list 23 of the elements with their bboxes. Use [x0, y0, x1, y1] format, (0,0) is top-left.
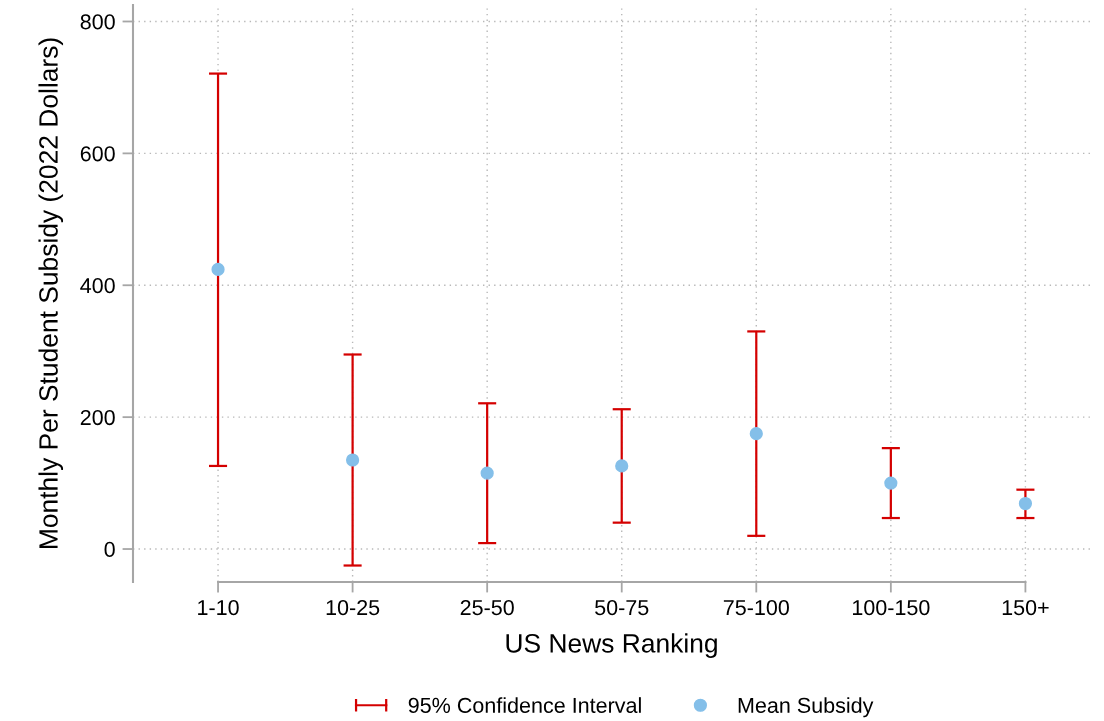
legend-label: Mean Subsidy: [738, 697, 874, 718]
point: [211, 262, 225, 277]
point: [615, 459, 629, 473]
point: [1018, 496, 1033, 511]
point: [884, 476, 898, 490]
y-tick-label: 0: [104, 541, 115, 558]
text: 95% Confidence Interval: [408, 697, 641, 713]
x-axis-title: US News Ranking: [506, 633, 717, 658]
x-tick-label: 100-150: [852, 599, 930, 616]
y-tick-label: 400: [80, 278, 115, 294]
point: [346, 453, 360, 467]
x-tick-label: 75-100: [723, 599, 789, 616]
x-tick-label: 50-75: [595, 599, 649, 616]
y-tick-label: 200: [80, 409, 115, 426]
y-axis-title: Monthly Per Student Subsidy (2022 Dollars): [38, 38, 64, 549]
point: [480, 466, 494, 480]
x-tick-label: 150+: [1002, 599, 1049, 616]
x-tick-label: 1-10: [198, 599, 239, 616]
y-tick-label: 800: [80, 14, 115, 30]
point: [749, 427, 763, 441]
y-tick-label: 600: [80, 146, 115, 162]
x-tick-label: 10-25: [326, 599, 380, 616]
x-tick-label: 25-50: [460, 599, 514, 616]
